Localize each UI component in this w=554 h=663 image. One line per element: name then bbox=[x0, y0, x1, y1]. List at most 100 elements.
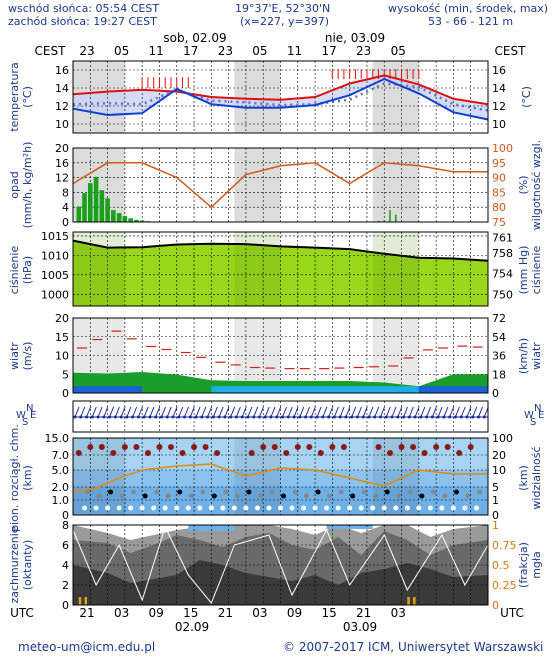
cloud-top-dot bbox=[444, 444, 451, 450]
wind-arrow bbox=[403, 406, 409, 418]
right-tick: 0.5 bbox=[492, 559, 510, 572]
wind-arrow bbox=[247, 406, 253, 418]
night-band bbox=[372, 318, 419, 393]
utc-tick-labels: 21 03 09 15 21 03 09 15 21 03 bbox=[79, 606, 406, 620]
wind-arrow bbox=[282, 406, 287, 418]
cest-tick: 23 bbox=[79, 44, 94, 58]
cloud-base-dot bbox=[162, 505, 168, 511]
cloud-mid-dot bbox=[315, 489, 321, 495]
wind-arrow bbox=[443, 406, 449, 418]
cloud-mid-dot bbox=[407, 489, 413, 495]
right-tick: 0.25 bbox=[492, 579, 517, 592]
right-tick: 100 bbox=[492, 432, 513, 445]
right-tick: 54 bbox=[492, 331, 506, 344]
left-tick: 5.0 bbox=[52, 464, 70, 477]
utc-tick: 21 bbox=[356, 606, 371, 620]
cloud-mid-dot bbox=[396, 493, 402, 499]
utc-tick: 21 bbox=[218, 606, 233, 620]
cloud-base-dot bbox=[174, 505, 180, 511]
cest-tick: 23 bbox=[218, 44, 233, 58]
axis-label: (m/s) bbox=[21, 342, 34, 371]
cest-tick: 05 bbox=[391, 44, 406, 58]
cloud-top-dot bbox=[191, 444, 198, 450]
right-tick: 36 bbox=[492, 350, 506, 363]
panel-border bbox=[72, 437, 489, 516]
wind-arrow bbox=[420, 406, 426, 418]
cloud-base-dot bbox=[185, 505, 191, 511]
cloud-mid-dot bbox=[177, 489, 183, 495]
axis-label: (mm Hg) bbox=[517, 246, 530, 295]
left-tick: 4 bbox=[62, 201, 69, 214]
wind-arrow bbox=[109, 406, 115, 418]
wind-arrow bbox=[293, 406, 299, 418]
cloud-mid-dot bbox=[442, 493, 448, 499]
cest-tick: 23 bbox=[356, 44, 371, 58]
wind-arrow bbox=[126, 406, 132, 418]
cloud-base-dot bbox=[105, 505, 111, 511]
cloud-base-dot bbox=[358, 505, 364, 511]
night-band bbox=[234, 438, 281, 515]
cloud-mid-dot bbox=[165, 493, 171, 499]
wind-arrow bbox=[316, 406, 322, 418]
cest-tick: 17 bbox=[321, 44, 336, 58]
cloud-mid-dot bbox=[430, 489, 436, 495]
cloud-top-dot bbox=[121, 444, 128, 450]
wind-arrow bbox=[276, 406, 282, 418]
left-tick: 1005 bbox=[41, 269, 69, 282]
wind-arrow bbox=[230, 406, 236, 418]
cloud-mid-dot bbox=[234, 493, 240, 499]
left-tick: 0 bbox=[62, 509, 69, 522]
wind-arrow bbox=[195, 406, 201, 418]
right-tick: 1 bbox=[492, 494, 499, 507]
night-band bbox=[73, 438, 125, 515]
right-tick: 761 bbox=[492, 231, 513, 244]
cloud-mid-dot bbox=[142, 493, 148, 499]
utc-tick: 03 bbox=[252, 606, 267, 620]
left-tick: 8 bbox=[62, 186, 69, 199]
panel-border bbox=[72, 231, 489, 307]
cloud-base-dot bbox=[289, 505, 295, 511]
compass-letter: E bbox=[30, 410, 36, 421]
cloud-top-dot bbox=[87, 444, 94, 450]
wind-band bbox=[418, 386, 488, 393]
cloud-base-dot bbox=[462, 505, 468, 511]
right-tick: 14 bbox=[492, 82, 506, 95]
cloud-top-dot bbox=[179, 450, 186, 456]
left-tick: 1010 bbox=[41, 249, 69, 262]
cloud-top-dot bbox=[398, 444, 405, 450]
left-tick: 20 bbox=[55, 142, 69, 155]
cloud-top-dot bbox=[294, 444, 301, 450]
right-tick: 100 bbox=[492, 142, 513, 155]
right-tick: 12 bbox=[492, 100, 506, 113]
panel-border bbox=[72, 400, 489, 433]
cest-tick-labels: 23 05 11 17 23 05 11 17 23 05 bbox=[79, 44, 406, 58]
date2-label: 03.09 bbox=[343, 620, 377, 634]
cloud-base-dot bbox=[278, 505, 283, 511]
cloud-base-dot bbox=[93, 505, 99, 511]
cloud-top-dot bbox=[260, 444, 267, 450]
wind-arrow bbox=[74, 406, 80, 418]
left-tick: 1015 bbox=[41, 230, 69, 243]
cest-tick: 05 bbox=[252, 44, 267, 58]
cloud-base-dot bbox=[254, 505, 260, 511]
precip-bar bbox=[76, 206, 82, 222]
wind-arrow bbox=[201, 406, 207, 418]
precip-bar bbox=[87, 183, 93, 222]
wind-arrow bbox=[166, 406, 172, 418]
wind-arrow bbox=[91, 406, 97, 418]
day1-label: sob, 02.09 bbox=[163, 31, 226, 45]
night-band bbox=[73, 148, 125, 222]
cloud-mid-dot bbox=[304, 493, 310, 499]
left-tick: 12 bbox=[55, 172, 69, 185]
fog-bar bbox=[407, 597, 410, 605]
cloud-mid-dot bbox=[108, 489, 114, 495]
footer-email[interactable]: meteo-um@icm.edu.pl bbox=[18, 640, 156, 654]
wind-arrow bbox=[160, 406, 166, 418]
compass-letter: N bbox=[534, 403, 541, 414]
left-tick: 10 bbox=[55, 350, 69, 363]
wind-arrow bbox=[437, 406, 443, 418]
cloud-mid-dot bbox=[384, 489, 390, 495]
